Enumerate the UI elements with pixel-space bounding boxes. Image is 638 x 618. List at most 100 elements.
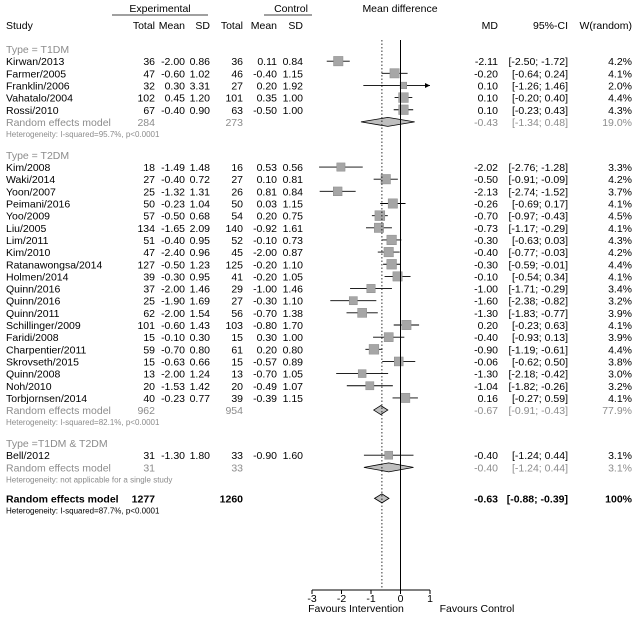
exp-mean: -0.40	[161, 174, 185, 186]
x-tick-label: -2	[337, 593, 346, 605]
ci-value: [-1.71; -0.29]	[508, 284, 568, 296]
header-ctl-mean: Mean	[251, 20, 277, 32]
md-value: -2.13	[474, 186, 498, 198]
exp-sd: 1.46	[190, 284, 211, 296]
favours-control-label: Favours Control	[440, 603, 515, 615]
md-value: -2.02	[474, 162, 498, 174]
md-value: -0.70	[474, 211, 498, 223]
ctl-mean: -0.92	[253, 223, 277, 235]
subgroup-label: Type = T2DM	[6, 150, 69, 162]
ctl-mean: -0.57	[253, 356, 277, 368]
exp-sd: 0.90	[190, 105, 211, 117]
ctl-sd: 1.10	[283, 296, 304, 308]
md-value: -1.30	[474, 369, 498, 381]
exp-sd: 0.95	[190, 235, 211, 247]
md-value: 0.16	[478, 393, 499, 405]
exp-mean: -0.50	[161, 259, 185, 271]
ctl-sd: 1.05	[283, 271, 304, 283]
ctl-total: 27	[231, 174, 243, 186]
header-exp-mean: Mean	[159, 20, 185, 32]
md-value: -0.40	[474, 247, 498, 259]
exp-total: 25	[143, 186, 155, 198]
subgroup-exp-total: 284	[137, 117, 155, 129]
ci-value: [-0.23; 0.63]	[512, 320, 568, 332]
ci-value: [-1.82; -0.26]	[508, 381, 568, 393]
ctl-total: 33	[231, 450, 243, 462]
ci-value: [-0.59; -0.01]	[508, 259, 568, 271]
ci-value: [-1.83; -0.77]	[508, 308, 568, 320]
study-box	[384, 450, 393, 460]
exp-sd: 0.86	[190, 56, 211, 68]
ctl-total: 54	[231, 211, 243, 223]
study-name: Kim/2010	[6, 247, 51, 259]
md-value: -1.00	[474, 284, 498, 296]
exp-total: 57	[143, 211, 155, 223]
study-box	[333, 186, 343, 197]
md-value: -0.20	[474, 68, 498, 80]
weight-value: 3.0%	[608, 369, 632, 381]
study-box	[368, 344, 380, 355]
ctl-sd: 0.84	[283, 56, 304, 68]
header-weight: W(random)	[579, 20, 632, 32]
ctl-sd: 0.81	[283, 174, 304, 186]
subgroup-md-value: -0.67	[474, 405, 498, 417]
exp-mean: -1.49	[161, 162, 185, 174]
study-box	[374, 222, 384, 233]
ci-value: [-0.23; 0.43]	[512, 105, 568, 117]
ci-truncated-arrow	[425, 82, 430, 88]
md-value: -0.26	[474, 199, 498, 211]
ctl-mean: 0.20	[257, 211, 278, 223]
study-name: Kim/2008	[6, 162, 51, 174]
exp-mean: -0.70	[161, 344, 185, 356]
ctl-total: 15	[231, 356, 243, 368]
ci-value: [-2.38; -0.82]	[508, 296, 568, 308]
subgroup-summary-label: Random effects model	[6, 462, 111, 474]
weight-value: 4.1%	[608, 393, 632, 405]
ctl-total: 125	[225, 259, 243, 271]
md-value: 0.10	[478, 105, 499, 117]
ci-value: [-0.62; 0.50]	[512, 356, 568, 368]
exp-total: 59	[143, 344, 155, 356]
exp-mean: -2.00	[161, 284, 185, 296]
exp-sd: 1.43	[190, 320, 211, 332]
exp-total: 62	[143, 308, 155, 320]
study-box	[401, 320, 412, 330]
md-value: -1.30	[474, 308, 498, 320]
weight-value: 3.2%	[608, 296, 632, 308]
ctl-total: 27	[231, 296, 243, 308]
ctl-mean: -0.30	[253, 296, 277, 308]
header-control: Control	[274, 3, 308, 15]
subgroup-weight-value: 3.1%	[608, 462, 632, 474]
subgroup-ci-value: [-0.91; -0.43]	[508, 405, 568, 417]
ctl-sd: 1.46	[283, 284, 304, 296]
exp-total: 36	[143, 56, 155, 68]
weight-value: 4.2%	[608, 247, 632, 259]
weight-value: 4.4%	[608, 259, 632, 271]
subgroup-summary-label: Random effects model	[6, 117, 111, 129]
exp-sd: 0.68	[190, 211, 211, 223]
overall-diamond	[373, 493, 390, 504]
overall-label: Random effects model	[6, 493, 119, 505]
md-value: -1.60	[474, 296, 498, 308]
exp-sd: 1.23	[190, 259, 211, 271]
study-name: Vahatalo/2004	[6, 93, 73, 105]
study-name: Holmen/2014	[6, 271, 69, 283]
ctl-mean: 0.30	[257, 332, 278, 344]
exp-total: 50	[143, 199, 155, 211]
exp-mean: -0.40	[161, 105, 185, 117]
ctl-total: 29	[231, 284, 243, 296]
header-study: Study	[6, 20, 34, 32]
subgroup-heterogeneity: Heterogeneity: I-squared=82.1%, p<0.0001	[6, 418, 160, 427]
study-box	[392, 271, 403, 282]
weight-value: 3.9%	[608, 308, 632, 320]
ctl-mean: -0.20	[253, 271, 277, 283]
forest-plot-area: -3 -2 -1 0 1	[307, 40, 433, 605]
ctl-mean: -0.90	[253, 450, 277, 462]
ctl-total: 45	[231, 247, 243, 259]
exp-total: 102	[137, 93, 155, 105]
ctl-sd: 1.10	[283, 259, 304, 271]
study-box	[357, 369, 367, 378]
ctl-sd: 1.61	[283, 223, 304, 235]
